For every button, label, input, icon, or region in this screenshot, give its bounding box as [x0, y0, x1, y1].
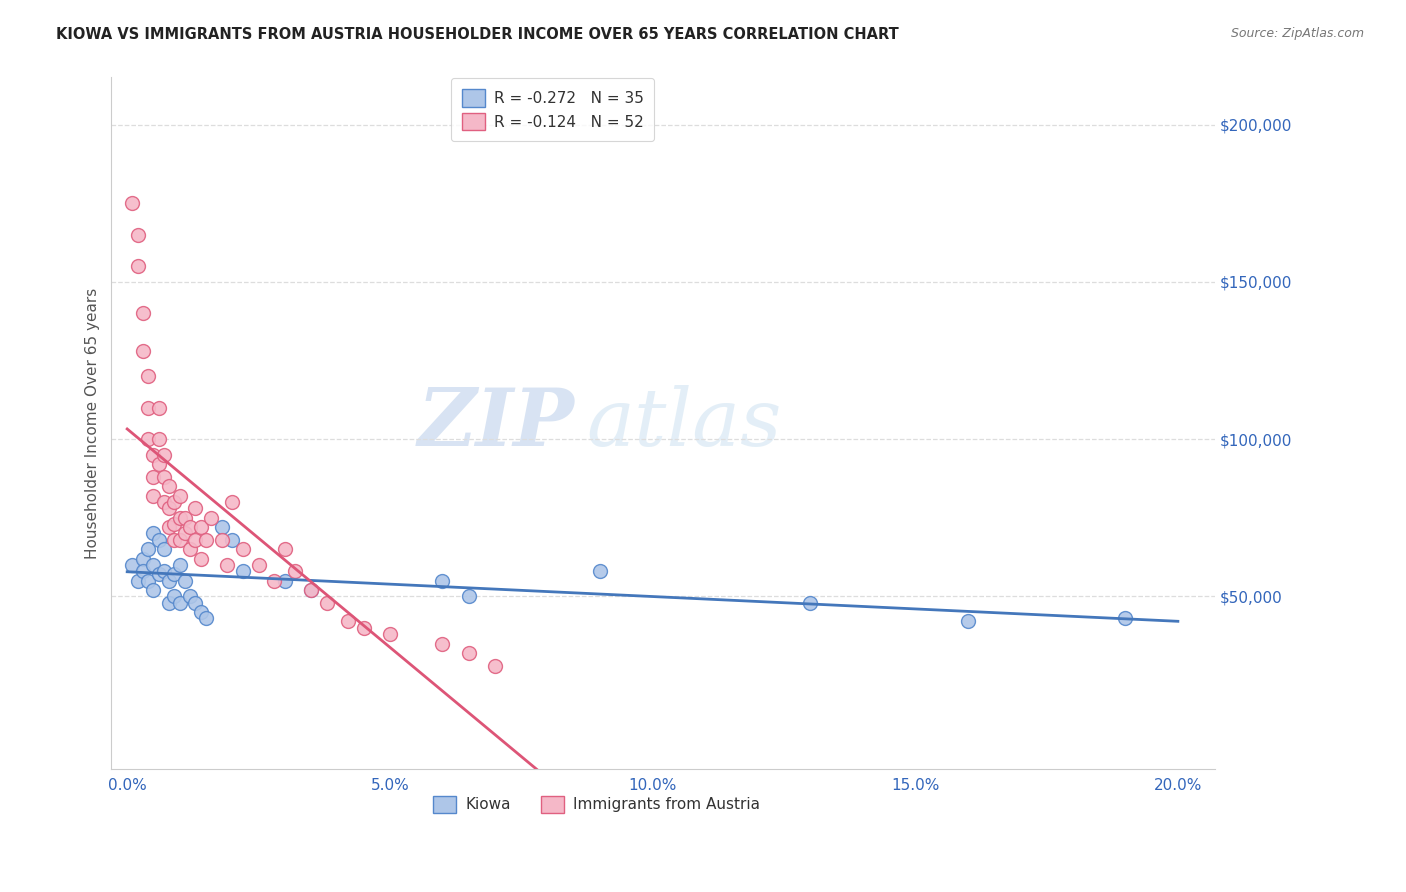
Point — [163, 533, 186, 547]
Point — [153, 470, 176, 484]
Point — [142, 470, 165, 484]
Point — [136, 432, 159, 446]
Point — [153, 542, 176, 557]
Point — [799, 596, 821, 610]
Point — [136, 369, 159, 384]
Point — [232, 564, 254, 578]
Point — [179, 542, 201, 557]
Point — [174, 574, 197, 588]
Point — [153, 495, 176, 509]
Point — [589, 564, 612, 578]
Point — [194, 611, 217, 625]
Point — [299, 582, 322, 597]
Legend: Kiowa, Immigrants from Austria: Kiowa, Immigrants from Austria — [423, 785, 770, 824]
Point — [174, 510, 197, 524]
Point — [169, 489, 191, 503]
Point — [157, 520, 180, 534]
Point — [190, 605, 212, 619]
Point — [200, 510, 222, 524]
Point — [211, 520, 233, 534]
Point — [184, 501, 207, 516]
Point — [194, 533, 217, 547]
Point — [157, 574, 180, 588]
Point — [132, 564, 155, 578]
Text: ZIP: ZIP — [418, 384, 575, 462]
Point — [132, 344, 155, 359]
Point — [136, 401, 159, 415]
Point — [179, 520, 201, 534]
Y-axis label: Householder Income Over 65 years: Householder Income Over 65 years — [86, 288, 100, 559]
Point — [157, 479, 180, 493]
Point — [142, 526, 165, 541]
Point — [169, 533, 191, 547]
Point — [263, 574, 285, 588]
Point — [247, 558, 270, 572]
Point — [148, 432, 170, 446]
Point — [274, 542, 297, 557]
Point — [432, 636, 454, 650]
Point — [274, 574, 297, 588]
Point — [148, 567, 170, 582]
Point — [157, 596, 180, 610]
Point — [956, 615, 979, 629]
Point — [132, 551, 155, 566]
Point — [163, 590, 186, 604]
Point — [121, 196, 143, 211]
Point — [142, 558, 165, 572]
Point — [153, 448, 176, 462]
Point — [284, 564, 307, 578]
Text: atlas: atlas — [586, 384, 782, 462]
Point — [153, 564, 176, 578]
Point — [457, 646, 479, 660]
Point — [1114, 611, 1136, 625]
Point — [336, 615, 359, 629]
Point — [148, 457, 170, 471]
Point — [163, 516, 186, 531]
Point — [215, 558, 238, 572]
Point — [232, 542, 254, 557]
Point — [221, 533, 243, 547]
Point — [121, 558, 143, 572]
Point — [174, 526, 197, 541]
Point — [179, 590, 201, 604]
Point — [169, 558, 191, 572]
Text: Source: ZipAtlas.com: Source: ZipAtlas.com — [1230, 27, 1364, 40]
Point — [142, 448, 165, 462]
Point — [169, 596, 191, 610]
Point — [315, 596, 337, 610]
Point — [211, 533, 233, 547]
Point — [190, 551, 212, 566]
Point — [353, 621, 375, 635]
Point — [142, 582, 165, 597]
Point — [136, 574, 159, 588]
Point — [184, 596, 207, 610]
Point — [378, 627, 401, 641]
Point — [169, 510, 191, 524]
Point — [157, 501, 180, 516]
Point — [132, 306, 155, 320]
Point — [148, 533, 170, 547]
Point — [148, 401, 170, 415]
Point — [184, 533, 207, 547]
Point — [484, 658, 506, 673]
Point — [127, 227, 149, 242]
Point — [127, 574, 149, 588]
Point — [432, 574, 454, 588]
Point — [163, 567, 186, 582]
Text: KIOWA VS IMMIGRANTS FROM AUSTRIA HOUSEHOLDER INCOME OVER 65 YEARS CORRELATION CH: KIOWA VS IMMIGRANTS FROM AUSTRIA HOUSEHO… — [56, 27, 898, 42]
Point — [457, 590, 479, 604]
Point — [127, 259, 149, 273]
Point — [299, 582, 322, 597]
Point — [142, 489, 165, 503]
Point — [136, 542, 159, 557]
Point — [163, 495, 186, 509]
Point — [221, 495, 243, 509]
Point — [190, 520, 212, 534]
